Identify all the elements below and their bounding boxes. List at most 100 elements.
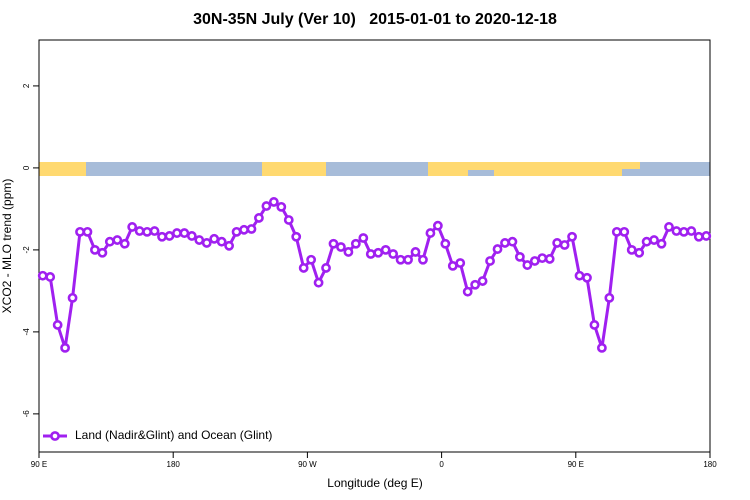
y-tick-label: -4 — [22, 328, 31, 336]
data-point — [440, 238, 451, 249]
data-line — [42, 200, 707, 349]
data-point — [470, 279, 481, 290]
surface-band — [39, 162, 710, 176]
data-point — [596, 342, 607, 353]
data-point — [201, 238, 212, 248]
land-band — [39, 162, 86, 176]
data-point — [455, 258, 466, 268]
data-point — [604, 292, 615, 303]
data-point — [52, 320, 63, 330]
data-point — [611, 226, 622, 237]
data-point — [589, 320, 600, 330]
data-point — [313, 277, 324, 288]
data-point — [619, 226, 630, 237]
data-point — [104, 236, 115, 247]
data-point — [209, 233, 220, 244]
data-point — [261, 201, 272, 211]
data-point — [626, 244, 637, 255]
data-point — [298, 263, 309, 273]
data-point — [641, 236, 652, 247]
data-point — [477, 276, 488, 286]
data-point — [664, 222, 674, 232]
data-point — [164, 231, 175, 241]
data-point — [410, 247, 421, 257]
y-tick-label: -2 — [22, 246, 31, 254]
data-point — [283, 215, 294, 225]
data-point — [75, 226, 85, 237]
data-point — [693, 231, 704, 242]
data-point — [574, 270, 585, 281]
data-point — [186, 231, 197, 241]
y-tick-label: 0 — [22, 165, 31, 170]
data-point — [127, 222, 138, 232]
x-tick-label: 180 — [703, 460, 717, 469]
data-point — [37, 270, 48, 281]
data-point — [60, 342, 70, 353]
plot-frame — [38, 39, 711, 453]
data-point — [343, 247, 354, 257]
data-point — [194, 235, 205, 245]
data-point — [701, 231, 712, 241]
data-point — [671, 226, 682, 236]
data-point — [172, 228, 182, 238]
data-point — [522, 260, 533, 270]
data-point — [492, 244, 503, 254]
data-point — [216, 236, 227, 247]
data-point — [418, 254, 428, 265]
data-point — [82, 226, 93, 237]
data-point — [425, 228, 436, 238]
data-point — [380, 244, 391, 255]
data-point — [179, 228, 190, 238]
land-band — [428, 162, 622, 176]
y-tick-label: -6 — [22, 410, 31, 418]
y-tick-label: 2 — [22, 83, 31, 88]
data-point — [462, 286, 473, 297]
x-tick-label: 180 — [167, 460, 181, 469]
data-point — [567, 231, 577, 242]
data-point — [268, 197, 279, 207]
x-axis-label: Longitude (deg E) — [327, 476, 422, 490]
data-point — [537, 253, 548, 263]
x-tick-label: 90 W — [298, 460, 317, 469]
data-point — [276, 201, 287, 212]
data-point — [119, 238, 130, 249]
data-point — [365, 249, 376, 259]
data-point — [529, 256, 540, 266]
y-axis-label: XCO2 - MLO trend (ppm) — [0, 179, 14, 314]
data-point — [254, 213, 264, 223]
data-point — [328, 238, 339, 249]
data-point — [582, 272, 592, 283]
data-point — [157, 231, 167, 242]
data-point — [395, 254, 406, 265]
data-point — [634, 247, 645, 258]
data-point — [90, 244, 100, 255]
data-point — [291, 231, 302, 242]
x-tick-label: 90 E — [31, 460, 47, 469]
data-point — [373, 247, 384, 258]
x-tick-label: 90 E — [568, 460, 584, 469]
data-point — [500, 238, 510, 248]
data-point — [656, 238, 667, 249]
data-point — [112, 235, 123, 245]
data-point — [67, 292, 78, 303]
data-point — [485, 256, 495, 266]
data-point — [246, 224, 257, 234]
data-point — [514, 251, 525, 262]
data-point — [552, 238, 563, 248]
land-band — [262, 162, 326, 176]
ocean-band — [468, 170, 494, 176]
data-point — [679, 226, 689, 237]
data-point — [306, 254, 317, 265]
data-point — [559, 240, 570, 250]
data-point — [686, 226, 697, 236]
data-point — [336, 242, 346, 252]
data-point — [239, 224, 249, 235]
data-point — [45, 272, 56, 282]
data-point — [142, 226, 153, 237]
data-point — [403, 254, 413, 265]
data-point — [224, 240, 235, 251]
data-point — [149, 226, 160, 236]
data-point — [432, 220, 443, 231]
legend-marker — [50, 431, 60, 441]
